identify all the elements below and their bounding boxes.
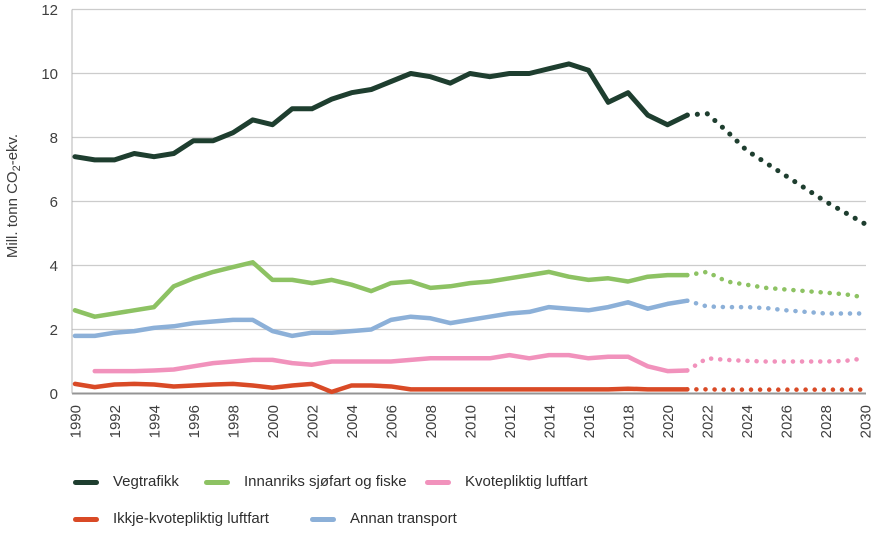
legend-item-kvotepliktig-luftfart: Kvotepliktig luftfart: [425, 472, 588, 492]
y-tick-label: 10: [41, 66, 58, 83]
x-tick-label: 2022: [700, 405, 717, 438]
x-tick-label: 1996: [186, 405, 203, 438]
legend-item-annan-transport: Annan transport: [310, 509, 457, 529]
series-line-1: [72, 260, 690, 319]
plot-area: 0 2 4 6 8 10 12 1990 1992 1994 1996 1998 2000 2002 200…: [4, 2, 875, 438]
series-projection-0: [684, 110, 868, 227]
x-tick-label: 2002: [305, 405, 322, 438]
x-tick-label: 2030: [858, 405, 875, 438]
series-line-3: [72, 381, 690, 395]
x-tick-label: 2028: [818, 405, 835, 438]
x-tick-label: 2026: [779, 405, 796, 438]
legend-label-annan-transport: Annan transport: [350, 510, 457, 527]
x-tick-label: 2014: [542, 405, 559, 438]
y-tick-label: 12: [41, 2, 58, 19]
x-tick-label: 2006: [384, 405, 401, 438]
x-tick-label: 2008: [423, 405, 440, 438]
x-tick-label: 1994: [147, 405, 164, 438]
legend-label-ikkje-kvotepliktig-luftfart: Ikkje-kvotepliktig luftfart: [113, 510, 269, 527]
legend-item-vegtrafikk: Vegtrafikk: [73, 472, 179, 492]
legend-swatch-ikkje-kvotepliktig-luftfart: [73, 516, 99, 522]
x-tick-label: 2016: [581, 405, 598, 438]
y-tick-label: 2: [50, 322, 58, 339]
legend-swatch-innanriks-sjofart: [204, 479, 230, 485]
x-tick-label: 1990: [68, 405, 85, 438]
x-tick-label: 2018: [621, 405, 638, 438]
x-tick-label: 2024: [739, 405, 756, 438]
x-tick-label: 2020: [660, 405, 677, 438]
series-projection-1: [685, 269, 868, 300]
x-tick-label: 2004: [344, 405, 361, 438]
legend-item-ikkje-kvotepliktig-luftfart: Ikkje-kvotepliktig luftfart: [73, 509, 269, 529]
series-line-0: [72, 61, 690, 163]
series-line-4: [72, 298, 690, 339]
legend-swatch-kvotepliktig-luftfart: [425, 479, 451, 485]
x-tick-label: 2012: [502, 405, 519, 438]
legend-item-innanriks-sjofart: Innanriks sjøfart og fiske: [204, 472, 407, 492]
y-tick-label: 0: [50, 386, 58, 403]
legend-swatch-vegtrafikk: [73, 479, 99, 485]
y-tick-label: 4: [50, 258, 58, 275]
x-tick-label: 1992: [107, 405, 124, 438]
series-projection-2: [685, 355, 868, 373]
y-tick-label: 6: [50, 194, 58, 211]
x-tick-label: 2000: [265, 405, 282, 438]
x-tick-label: 2010: [463, 405, 480, 438]
legend-label-kvotepliktig-luftfart: Kvotepliktig luftfart: [465, 473, 588, 490]
legend-label-vegtrafikk: Vegtrafikk: [113, 473, 179, 490]
y-tick-label: 8: [50, 130, 58, 147]
series-line-2: [92, 352, 690, 374]
legend-swatch-annan-transport: [310, 516, 336, 522]
legend-label-innanriks-sjofart: Innanriks sjøfart og fiske: [244, 473, 407, 490]
y-axis-title: Mill. tonn CO2-ekv.: [4, 134, 23, 258]
x-tick-label: 1998: [226, 405, 243, 438]
series-projection-4: [685, 298, 868, 316]
